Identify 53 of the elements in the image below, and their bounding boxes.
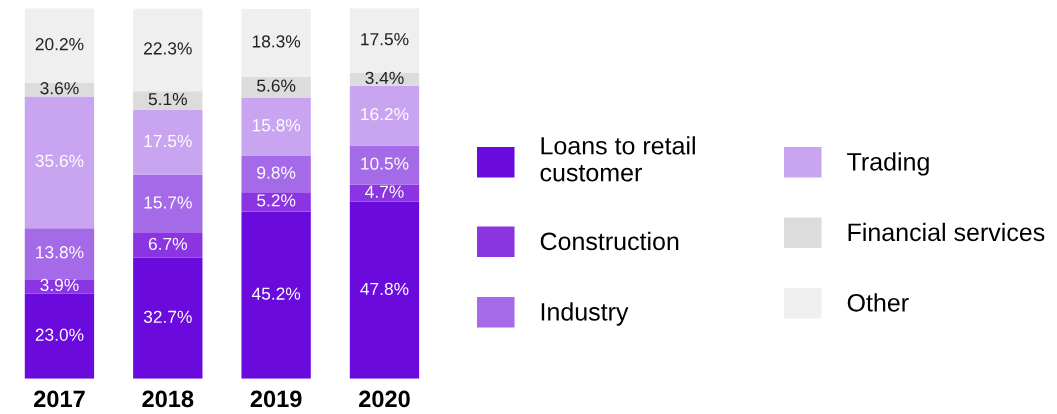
bar bbox=[133, 232, 203, 258]
bar bbox=[349, 184, 420, 202]
legend-label: Loans to retail customer bbox=[540, 136, 695, 182]
bar bbox=[133, 8, 203, 92]
data-label: 15.8% bbox=[252, 119, 301, 132]
bar bbox=[133, 174, 203, 233]
data-label: 3.6% bbox=[40, 82, 79, 95]
data-label: 47.8% bbox=[360, 282, 409, 295]
bar bbox=[241, 211, 311, 379]
legend-label: Other bbox=[847, 293, 909, 312]
legend-label: Construction bbox=[540, 231, 679, 251]
bar bbox=[24, 8, 95, 84]
data-label: 5.1% bbox=[148, 93, 187, 106]
legend-label: Trading bbox=[847, 152, 929, 176]
bar bbox=[24, 228, 95, 280]
x-tick-label: 2017 bbox=[34, 390, 85, 408]
data-label: 17.5% bbox=[361, 33, 409, 46]
bar bbox=[349, 145, 420, 185]
data-label: 6.7% bbox=[148, 237, 187, 251]
data-label: 20.2% bbox=[35, 38, 84, 51]
data-label: 3.4% bbox=[365, 71, 404, 85]
data-label: 3.9% bbox=[40, 278, 79, 292]
bar bbox=[241, 97, 311, 156]
data-label: 32.7% bbox=[143, 310, 192, 323]
bar bbox=[241, 155, 311, 193]
data-label: 4.7% bbox=[365, 185, 404, 198]
bar bbox=[24, 96, 95, 229]
data-label: 18.3% bbox=[252, 35, 301, 48]
bar bbox=[241, 192, 311, 212]
bar bbox=[24, 293, 95, 379]
bar bbox=[133, 91, 203, 111]
data-label: 22.3% bbox=[144, 42, 192, 55]
x-tick-label: 2018 bbox=[142, 390, 194, 408]
data-label: 13.8% bbox=[36, 246, 84, 259]
bar bbox=[349, 85, 420, 146]
legend-label: Industry bbox=[541, 302, 629, 326]
data-label: 23.0% bbox=[35, 328, 84, 341]
bar bbox=[133, 257, 203, 379]
bar bbox=[349, 201, 420, 379]
data-label: 15.7% bbox=[144, 196, 192, 209]
data-label: 5.2% bbox=[257, 194, 296, 207]
data-label: 35.6% bbox=[35, 154, 84, 167]
bar bbox=[133, 110, 203, 175]
bar bbox=[241, 9, 311, 77]
data-label: 17.5% bbox=[144, 134, 192, 148]
x-tick-label: 2020 bbox=[359, 390, 410, 408]
data-label: 10.5% bbox=[361, 157, 409, 170]
data-label: 45.2% bbox=[251, 287, 301, 300]
data-label: 9.8% bbox=[257, 166, 296, 179]
legend-label: Financial services bbox=[848, 222, 1045, 242]
data-label: 16.2% bbox=[361, 107, 409, 121]
data-label: 5.6% bbox=[257, 79, 296, 92]
x-tick-label: 2019 bbox=[250, 390, 302, 408]
